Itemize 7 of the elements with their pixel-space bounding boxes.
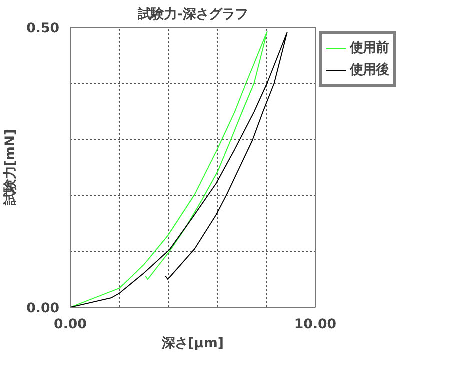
y-tick-label: 0.50 (26, 22, 60, 36)
x-axis-title: 深さ[μm] (161, 336, 224, 352)
x-tick-label: 10.00 (294, 318, 337, 332)
legend-label: 使用前 (350, 40, 389, 57)
y-axis-title: 試験力[mN] (2, 129, 19, 207)
chart-title: 試験力-深さグラフ (137, 6, 248, 22)
legend-label: 使用後 (350, 62, 389, 79)
